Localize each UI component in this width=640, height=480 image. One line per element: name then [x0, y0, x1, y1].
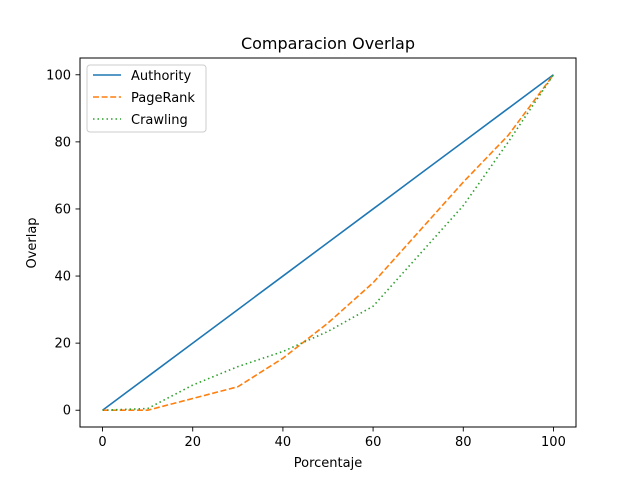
x-axis: 0 20 40 60 80 100 — [98, 427, 566, 450]
y-axis: 0 20 40 60 80 100 — [46, 68, 80, 419]
y-tick-label: 20 — [54, 337, 71, 352]
legend-label-pagerank: PageRank — [131, 91, 195, 106]
x-tick-label: 100 — [541, 435, 566, 450]
plot-area — [102, 74, 555, 412]
legend-label-authority: Authority — [131, 69, 191, 84]
legend-box — [86, 64, 207, 133]
y-tick-label: 80 — [54, 135, 71, 150]
series-line-authority — [102, 74, 554, 411]
x-tick-label: 0 — [98, 435, 106, 450]
series-line-pagerank — [102, 74, 555, 412]
chart-title: Comparacion Overlap — [241, 34, 415, 53]
y-tick-label: 100 — [46, 68, 71, 83]
x-tick-label: 40 — [275, 435, 292, 450]
y-tick-label: 0 — [63, 404, 71, 419]
x-tick-label: 80 — [455, 435, 472, 450]
legend: Authority PageRank Crawling — [86, 64, 207, 133]
y-tick-label: 40 — [54, 270, 71, 285]
x-tick-label: 20 — [184, 435, 201, 450]
y-tick-label: 60 — [54, 202, 71, 217]
x-tick-label: 60 — [365, 435, 382, 450]
y-axis-label: Overlap — [25, 217, 40, 268]
legend-label-crawling: Crawling — [131, 113, 188, 128]
axes-frame — [79, 57, 577, 428]
x-axis-label: Porcentaje — [294, 456, 362, 471]
